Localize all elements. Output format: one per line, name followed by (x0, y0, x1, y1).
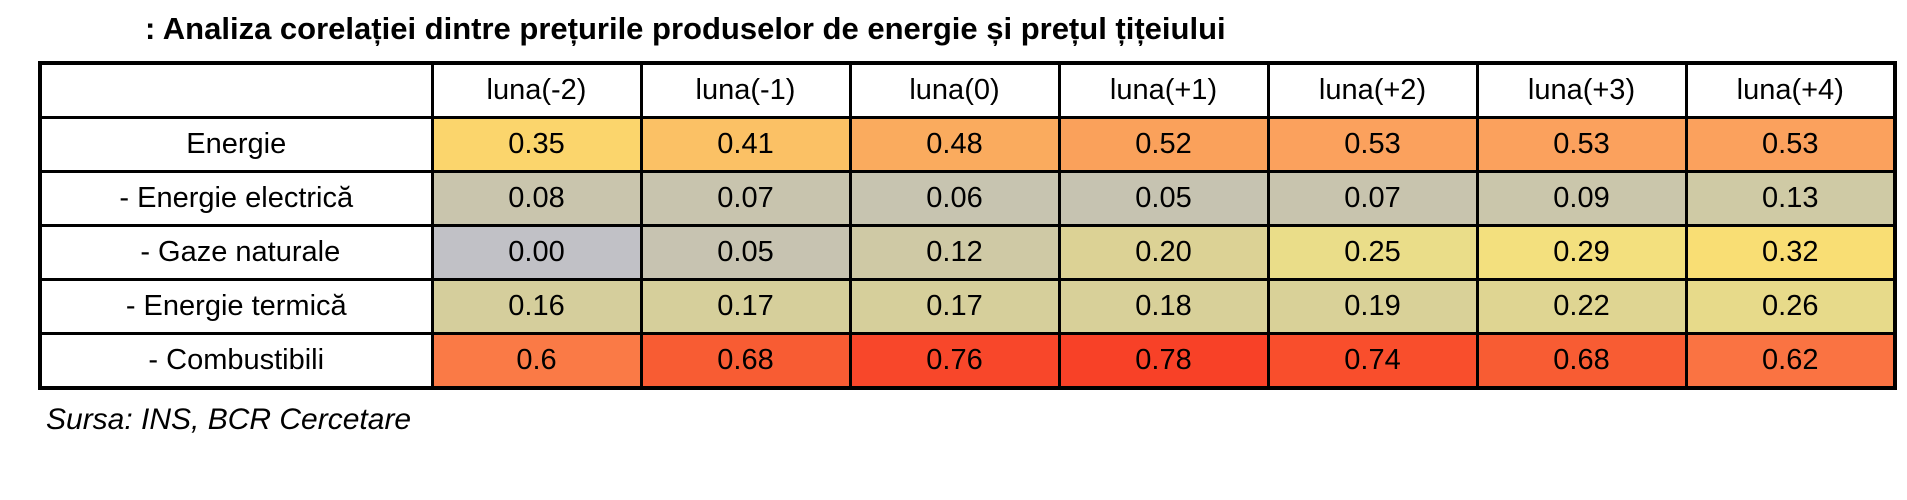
correlation-cell: 0.12 (848, 224, 1061, 281)
correlation-cell: 0.6 (430, 332, 643, 390)
correlation-cell: 0.05 (1057, 170, 1270, 227)
column-header: luna(+3) (1475, 61, 1688, 119)
corner-cell (38, 61, 434, 119)
correlation-cell: 0.00 (430, 224, 643, 281)
table-title: : Analiza corelației dintre prețurile pr… (145, 11, 1226, 46)
correlation-cell: 0.20 (1057, 224, 1270, 281)
table-body: Energie 0.35 0.41 0.48 0.52 0.53 0.53 0.53- Ene… (38, 116, 1897, 390)
correlation-cell: 0.76 (848, 332, 1061, 390)
correlation-cell: 0.68 (639, 332, 852, 390)
correlation-cell: 0.52 (1057, 116, 1270, 173)
correlation-cell: 0.16 (430, 278, 643, 335)
table-row: - Energie electrică 0.08 0.07 0.06 0.05 0.07 0… (38, 170, 1897, 227)
column-header: luna(+4) (1684, 61, 1897, 119)
correlation-cell: 0.19 (1266, 278, 1479, 335)
correlation-cell: 0.35 (430, 116, 643, 173)
correlation-heatmap-table: luna(-2) luna(-1) luna(0) luna(+1) luna(+2) l… (38, 61, 1897, 390)
correlation-cell: 0.68 (1475, 332, 1688, 390)
correlation-cell: 0.09 (1475, 170, 1688, 227)
header-row: luna(-2) luna(-1) luna(0) luna(+1) luna(+2) l… (38, 61, 1897, 119)
row-label: - Combustibili (38, 332, 434, 390)
correlation-cell: 0.53 (1266, 116, 1479, 173)
report-table-figure: : Analiza corelației dintre prețurile pr… (0, 10, 1907, 500)
table-row: - Combustibili 0.6 0.68 0.76 0.78 0.74 0.68 0.6… (38, 332, 1897, 390)
correlation-cell: 0.53 (1684, 116, 1897, 173)
correlation-cell: 0.07 (639, 170, 852, 227)
correlation-cell: 0.41 (639, 116, 852, 173)
correlation-cell: 0.29 (1475, 224, 1688, 281)
correlation-cell: 0.62 (1684, 332, 1897, 390)
table-row: - Gaze naturale 0.00 0.05 0.12 0.20 0.25 0.29 0… (38, 224, 1897, 281)
correlation-cell: 0.13 (1684, 170, 1897, 227)
correlation-cell: 0.22 (1475, 278, 1688, 335)
row-label: Energie (38, 116, 434, 173)
row-label: - Energie termică (38, 278, 434, 335)
correlation-cell: 0.06 (848, 170, 1061, 227)
correlation-cell: 0.32 (1684, 224, 1897, 281)
column-header: luna(-2) (430, 61, 643, 119)
correlation-cell: 0.17 (848, 278, 1061, 335)
correlation-cell: 0.17 (639, 278, 852, 335)
correlation-cell: 0.74 (1266, 332, 1479, 390)
correlation-cell: 0.05 (639, 224, 852, 281)
correlation-cell: 0.07 (1266, 170, 1479, 227)
table-row: - Energie termică 0.16 0.17 0.17 0.18 0.19 0.2… (38, 278, 1897, 335)
table-row: Energie 0.35 0.41 0.48 0.52 0.53 0.53 0.53 (38, 116, 1897, 173)
column-header: luna(+2) (1266, 61, 1479, 119)
column-header: luna(-1) (639, 61, 852, 119)
correlation-cell: 0.25 (1266, 224, 1479, 281)
correlation-cell: 0.48 (848, 116, 1061, 173)
column-header: luna(+1) (1057, 61, 1270, 119)
column-header: luna(0) (848, 61, 1061, 119)
correlation-cell: 0.26 (1684, 278, 1897, 335)
correlation-cell: 0.78 (1057, 332, 1270, 390)
correlation-cell: 0.08 (430, 170, 643, 227)
correlation-cell: 0.53 (1475, 116, 1688, 173)
correlation-cell: 0.18 (1057, 278, 1270, 335)
row-label: - Gaze naturale (38, 224, 434, 281)
source-note: Sursa: INS, BCR Cercetare (46, 403, 412, 436)
row-label: - Energie electrică (38, 170, 434, 227)
